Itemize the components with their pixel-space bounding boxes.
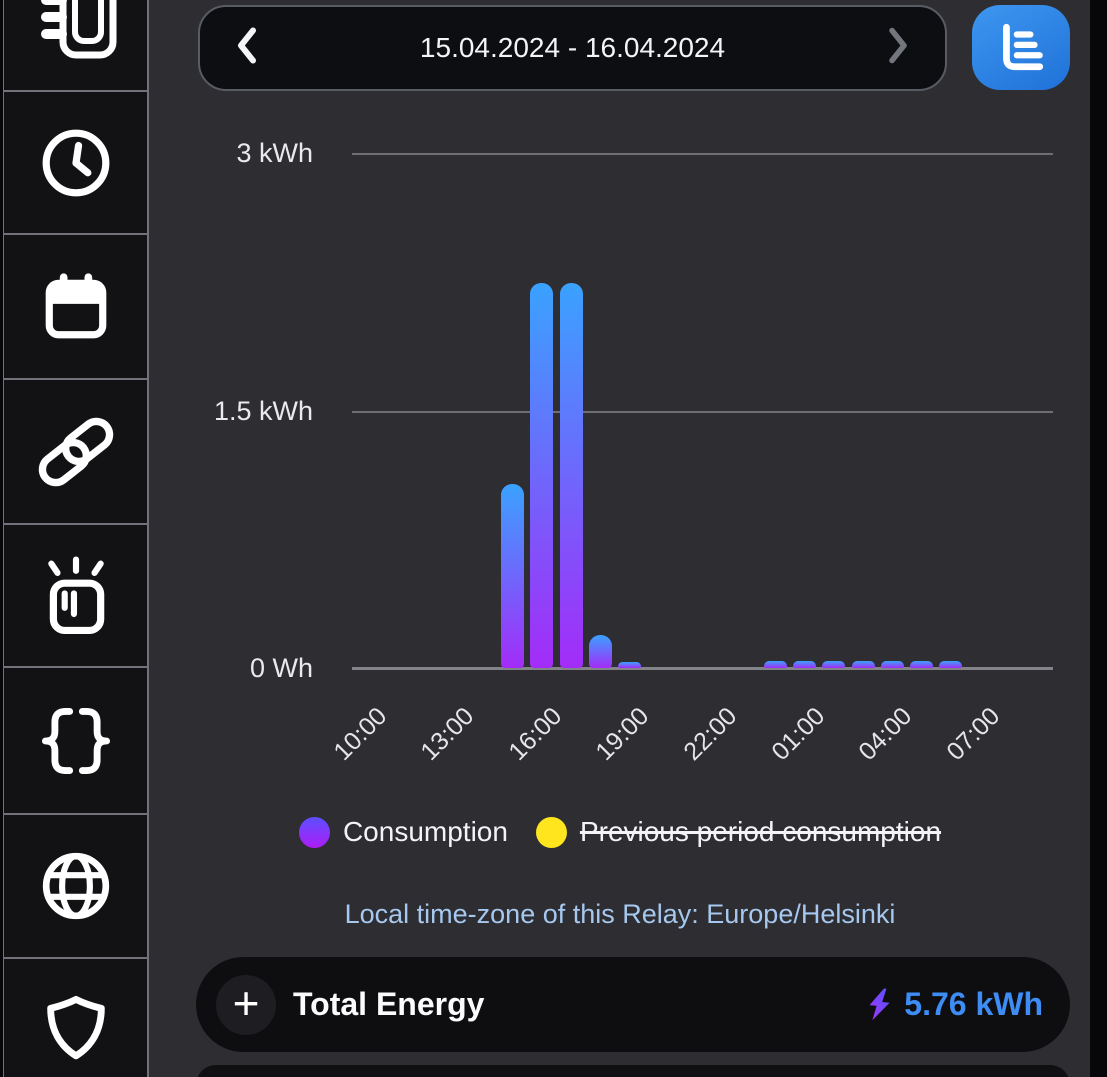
consumption-bar[interactable]: [852, 661, 875, 668]
sidebar-item-relay[interactable]: [2, 0, 149, 92]
chart-view-button[interactable]: [972, 5, 1070, 90]
consumption-bar[interactable]: [589, 635, 612, 668]
total-energy-label: Total Energy: [293, 986, 485, 1022]
consumption-bar[interactable]: [560, 283, 583, 668]
shield-icon: [46, 995, 105, 1059]
previous-period-dot-icon: [535, 816, 567, 848]
total-energy-row[interactable]: + Total Energy 5.76 kWh: [196, 957, 1070, 1052]
y-axis-label: 1.5 kWh: [213, 396, 313, 426]
timezone-note: Local time-zone of this Relay: Europe/He…: [344, 899, 896, 929]
gridline-3-kWh: [352, 153, 1053, 155]
clock-icon: [42, 129, 109, 196]
consumption-bar[interactable]: [910, 661, 933, 668]
consumption-bar[interactable]: [881, 661, 904, 668]
gridline-0-Wh: [352, 667, 1053, 670]
left-edge-strip: [0, 0, 3, 1077]
gridline-1.5-kWh: [352, 411, 1053, 413]
total-energy-value: 5.76 kWh: [865, 986, 1043, 1023]
consumption-bar[interactable]: [764, 661, 787, 668]
braces-icon: [41, 707, 110, 774]
chart-legend: Consumption Previous period consumption: [150, 816, 1090, 848]
sidebar-item-network[interactable]: [2, 813, 149, 959]
y-axis-label: 3 kWh: [236, 138, 313, 168]
sidebar-item-scripts[interactable]: [2, 666, 149, 815]
sidebar-item-security[interactable]: [2, 957, 149, 1077]
y-axis-label: 0 Wh: [249, 653, 313, 683]
consumption-bar[interactable]: [793, 661, 816, 668]
chevron-right-icon[interactable]: [887, 26, 911, 71]
sidebar-item-link[interactable]: [2, 378, 149, 525]
consumption-bar[interactable]: [939, 661, 962, 668]
legend-item-consumption[interactable]: Consumption: [298, 816, 508, 848]
expand-plus-icon[interactable]: +: [216, 974, 276, 1035]
consumption-bar[interactable]: [618, 662, 641, 668]
right-edge-strip: [1090, 0, 1107, 1077]
lightning-bolt-icon: [869, 988, 890, 1021]
globe-icon: [42, 852, 109, 920]
consumption-bar[interactable]: [822, 661, 845, 668]
x-axis-tick-label: 07:00: [941, 702, 1006, 767]
relay-module-icon: [40, 0, 116, 59]
legend-item-previous-period[interactable]: Previous period consumption: [535, 816, 942, 848]
link-icon: [38, 417, 113, 486]
calendar-icon: [45, 272, 106, 338]
impulse-device-icon: [47, 556, 104, 635]
bar-chart-icon: [1003, 23, 1044, 70]
date-range-selector[interactable]: 15.04.2024 - 16.04.2024: [198, 5, 947, 91]
total-energy-number: 5.76 kWh: [904, 986, 1043, 1022]
legend-label: Consumption: [342, 816, 508, 847]
chevron-left-icon[interactable]: [234, 26, 258, 71]
consumption-bar[interactable]: [530, 283, 553, 668]
consumption-dot-icon: [298, 816, 330, 848]
date-range-label: 15.04.2024 - 16.04.2024: [419, 32, 726, 63]
sidebar-item-calendar[interactable]: [2, 233, 149, 380]
legend-label-disabled: Previous period consumption: [579, 816, 942, 847]
sidebar-item-schedule[interactable]: [2, 90, 149, 235]
sidebar-item-device[interactable]: [2, 523, 149, 668]
consumption-bar[interactable]: [501, 484, 524, 668]
next-section-row-partial[interactable]: [196, 1065, 1070, 1077]
